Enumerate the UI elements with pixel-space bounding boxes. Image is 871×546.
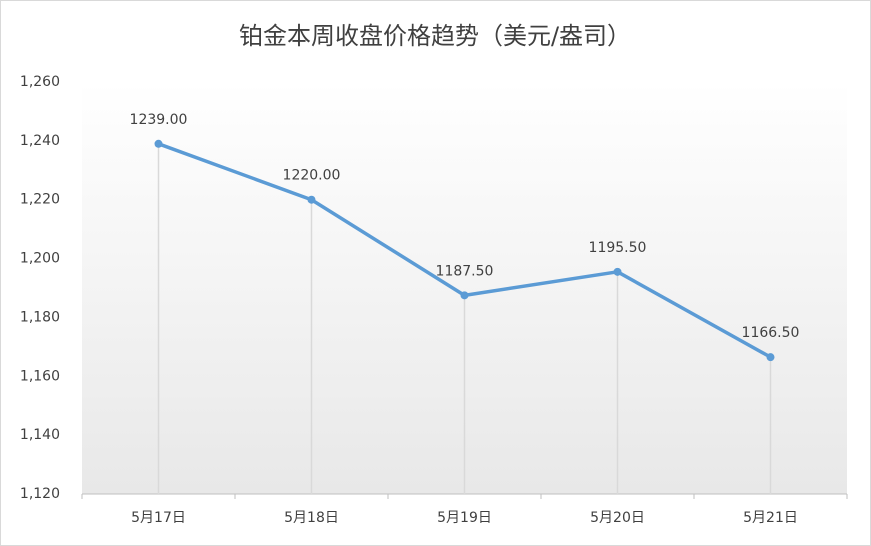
data-label: 1220.00 <box>283 168 341 184</box>
x-tick-label: 5月18日 <box>284 510 339 526</box>
chart-title: 铂金本周收盘价格趋势（美元/盎司） <box>239 22 631 50</box>
point <box>766 353 775 362</box>
x-tick-label: 5月21日 <box>743 510 798 526</box>
y-tick-label: 1,120 <box>20 486 60 502</box>
data-label: 1195.50 <box>589 240 647 256</box>
x-tick-label: 5月17日 <box>131 510 186 526</box>
y-tick-label: 1,140 <box>20 427 60 443</box>
point <box>154 139 163 148</box>
point <box>460 291 469 300</box>
x-tick-label: 5月20日 <box>590 510 645 526</box>
data-label: 1239.00 <box>130 112 188 128</box>
point <box>307 195 316 204</box>
x-tick-label: 5月19日 <box>437 510 492 526</box>
y-tick-label: 1,260 <box>20 74 60 90</box>
y-tick-label: 1,160 <box>20 368 60 384</box>
data-label: 1187.50 <box>436 263 494 279</box>
y-tick-label: 1,220 <box>20 192 60 208</box>
data-label: 1166.50 <box>742 325 800 341</box>
point <box>613 267 622 276</box>
y-tick-label: 1,180 <box>20 309 60 325</box>
y-tick-label: 1,240 <box>20 133 60 149</box>
y-tick-label: 1,200 <box>20 251 60 267</box>
